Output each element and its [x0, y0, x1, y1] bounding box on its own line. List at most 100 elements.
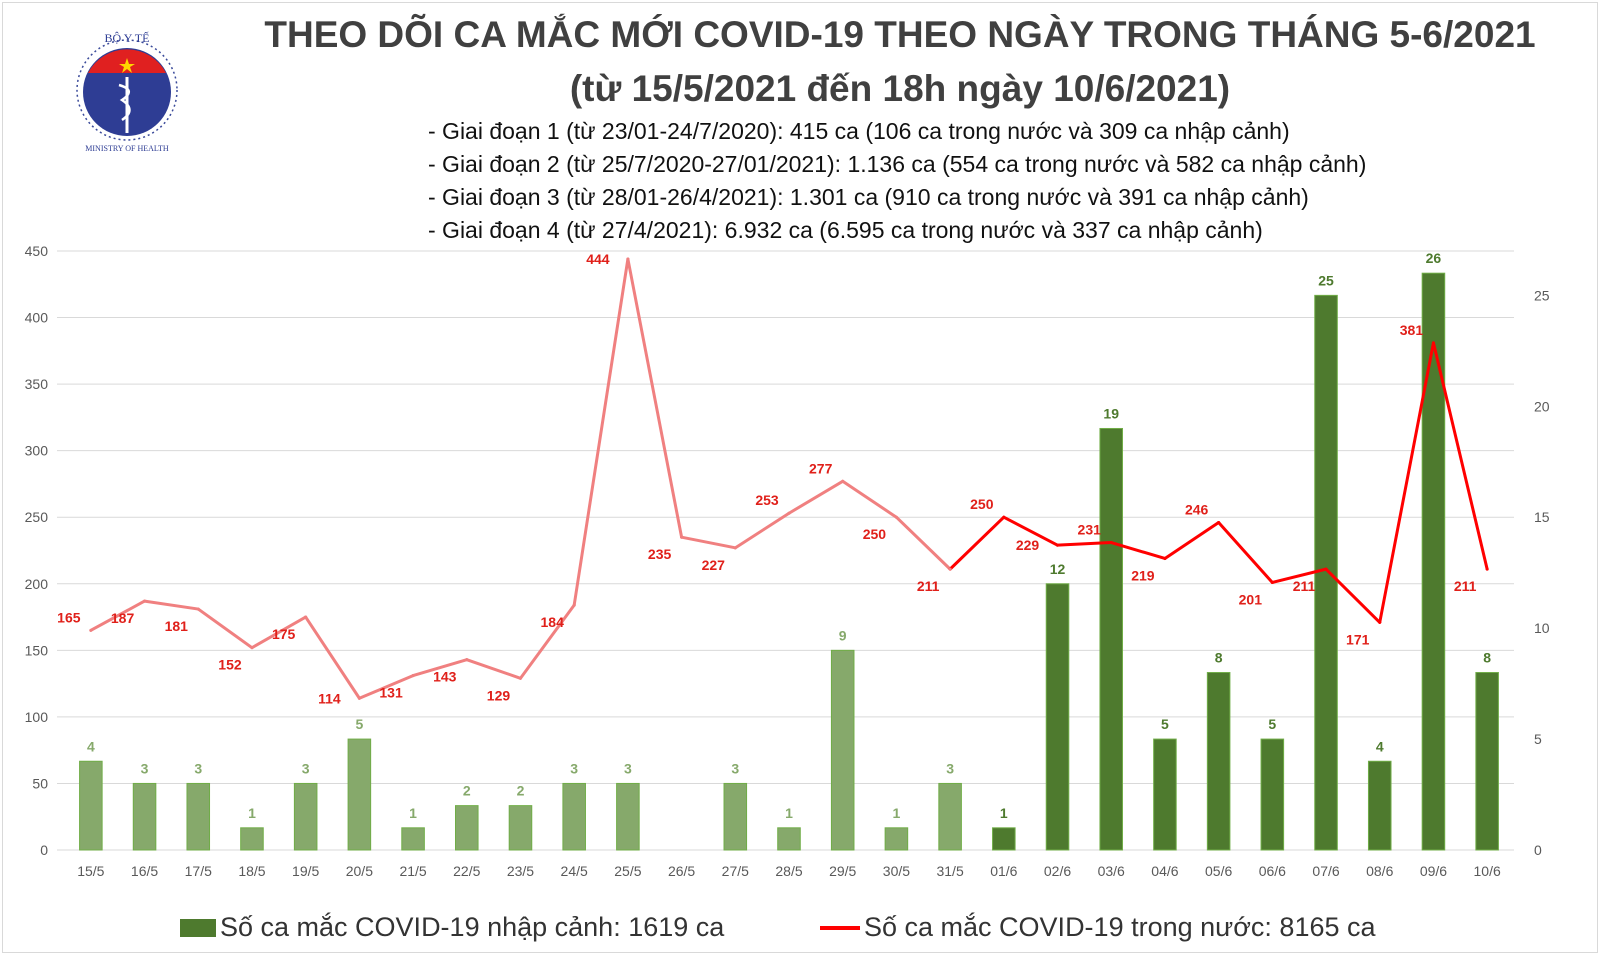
- line-data-label: 211: [1293, 578, 1316, 594]
- x-axis-tick-label: 08/6: [1366, 863, 1393, 879]
- line-point-domestic-08/6: [1378, 620, 1382, 624]
- line-data-label: 187: [111, 610, 135, 626]
- line-data-label: 227: [702, 557, 726, 573]
- line-point-domestic-04/6: [1163, 556, 1167, 560]
- x-axis-tick-label: 18/5: [238, 863, 265, 879]
- line-point-domestic-15/5: [89, 628, 93, 632]
- line-point-domestic-30/5: [894, 515, 898, 519]
- bar-imported-08/6: [1367, 760, 1392, 851]
- bar-imported-03/6: [1099, 427, 1124, 851]
- x-axis-tick-label: 04/6: [1151, 863, 1178, 879]
- bar-data-label: 2: [517, 783, 525, 799]
- bar-data-label: 1: [409, 805, 417, 821]
- line-data-label: 381: [1400, 322, 1424, 338]
- bar-imported-01/6: [992, 827, 1016, 851]
- left-axis-tick-label: 50: [32, 775, 48, 791]
- phase-2-note: - Giai đoạn 2 (từ 25/7/2020-27/01/2021):…: [428, 151, 1367, 177]
- right-axis-tick-label: 20: [1534, 398, 1550, 414]
- legend-item-domestic: Số ca mắc COVID-19 trong nước: 8165 ca: [820, 912, 1376, 943]
- line-point-domestic-23/5: [518, 676, 522, 680]
- line-point-domestic-29/5: [841, 479, 845, 483]
- line-point-domestic-09/6: [1431, 341, 1435, 345]
- line-point-domestic-07/6: [1324, 567, 1328, 571]
- bar-imported-24/5: [562, 782, 586, 851]
- line-point-domestic-05/6: [1217, 521, 1221, 525]
- line-segment-domestic: [894, 515, 952, 571]
- left-axis-tick-label: 450: [25, 243, 49, 259]
- bar-data-label: 1: [1000, 805, 1008, 821]
- line-data-label: 277: [809, 460, 833, 476]
- line-data-label: 246: [1185, 502, 1209, 518]
- line-data-label: 211: [1454, 578, 1477, 594]
- bar-imported-09/6: [1421, 272, 1446, 851]
- bar-imported-19/5: [293, 782, 318, 851]
- line-segment-domestic: [1002, 515, 1060, 547]
- x-axis-tick-label: 02/6: [1044, 863, 1071, 879]
- left-axis-tick-label: 350: [25, 376, 49, 392]
- bar-data-label: 3: [731, 760, 739, 776]
- line-point-domestic-10/6: [1485, 567, 1489, 571]
- bar-imported-27/5: [723, 782, 748, 851]
- line-data-label: 114: [318, 690, 341, 706]
- x-axis-tick-label: 23/5: [507, 863, 534, 879]
- line-segment-domestic: [357, 674, 415, 700]
- bar-data-label: 3: [624, 760, 632, 776]
- ministry-of-health-logo: BỘ Y TẾ MINISTRY OF HEALTH: [76, 30, 178, 153]
- line-segment-domestic: [626, 257, 684, 539]
- line-segment-domestic: [948, 515, 1006, 571]
- bar-data-label: 2: [463, 783, 471, 799]
- x-axis-tick-label: 17/5: [185, 863, 212, 879]
- line-segment-domestic: [1217, 521, 1274, 584]
- legend-item-imported: Số ca mắc COVID-19 nhập cảnh: 1619 ca: [180, 912, 724, 943]
- bar-data-label: 3: [302, 760, 310, 776]
- left-axis-tick-label: 250: [25, 509, 49, 525]
- line-segment-domestic: [304, 615, 361, 700]
- line-point-domestic-02/6: [1056, 543, 1060, 547]
- bar-imported-28/5: [777, 827, 801, 851]
- x-axis-tick-label: 06/6: [1259, 863, 1286, 879]
- line-data-label: 184: [541, 614, 565, 630]
- x-axis-tick-label: 10/6: [1474, 863, 1501, 879]
- line-segment-domestic: [1431, 341, 1489, 571]
- line-point-domestic-21/5: [411, 674, 415, 678]
- bar-imported-22/5: [455, 805, 479, 851]
- bar-imported-23/5: [508, 805, 533, 851]
- bar-data-label: 19: [1103, 405, 1119, 421]
- bar-data-label: 4: [1376, 738, 1384, 754]
- line-point-domestic-26/5: [680, 535, 684, 539]
- left-axis-tick-label: 200: [25, 576, 49, 592]
- bar-data-label: 3: [141, 760, 149, 776]
- line-point-domestic-06/6: [1270, 580, 1274, 584]
- bar-imported-31/5: [938, 782, 962, 851]
- bar-imported-02/6: [1045, 583, 1070, 851]
- line-point-domestic-27/5: [733, 546, 737, 550]
- right-axis-tick-label: 5: [1534, 731, 1542, 747]
- phase-3-note: - Giai đoạn 3 (từ 28/01-26/4/2021): 1.30…: [428, 184, 1309, 210]
- bar-imported-20/5: [347, 738, 372, 851]
- bar-imported-25/5: [616, 782, 640, 851]
- line-point-domestic-20/5: [357, 696, 361, 700]
- bar-data-label: 4: [87, 738, 95, 754]
- x-axis-tick-label: 03/6: [1098, 863, 1125, 879]
- line-data-label: 201: [1239, 591, 1263, 607]
- x-axis-tick-label: 22/5: [453, 863, 480, 879]
- line-segment-domestic: [572, 257, 630, 607]
- right-axis-tick-label: 0: [1534, 842, 1542, 858]
- x-axis-tick-label: 16/5: [131, 863, 158, 879]
- x-axis-tick-label: 07/6: [1312, 863, 1339, 879]
- chart-subtitle: (từ 15/5/2021 đến 18h ngày 10/6/2021): [569, 68, 1231, 109]
- bar-data-label: 12: [1050, 561, 1066, 577]
- line-data-label: 211: [917, 578, 940, 594]
- legend-bar-swatch: [180, 918, 216, 937]
- line-data-label: 181: [165, 618, 189, 634]
- x-axis-tick-label: 30/5: [883, 863, 910, 879]
- legend-label-domestic: Số ca mắc COVID-19 trong nước: 8165 ca: [864, 912, 1376, 942]
- left-axis-tick-label: 150: [25, 642, 49, 658]
- chart-title: THEO DÕI CA MẮC MỚI COVID-19 THEO NGÀY T…: [264, 14, 1536, 55]
- x-axis-tick-label: 31/5: [936, 863, 963, 879]
- line-data-label: 165: [57, 609, 81, 625]
- line-point-domestic-25/5: [626, 257, 630, 261]
- bar-data-label: 9: [839, 627, 847, 643]
